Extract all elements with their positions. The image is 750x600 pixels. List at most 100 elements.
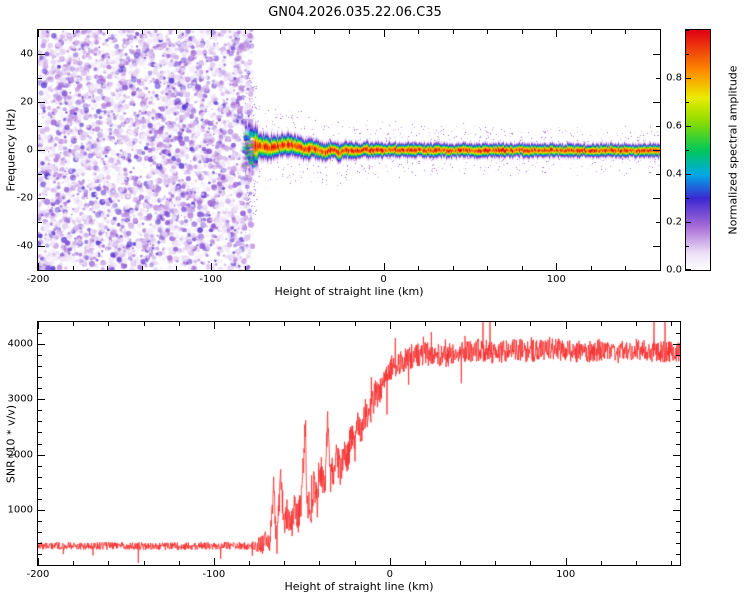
x-tick-label: 0 (380, 274, 387, 285)
colorbar-tick-label: 0.4 (666, 168, 682, 180)
y-tick (653, 54, 660, 55)
y-minor-tick (38, 542, 42, 544)
x-minor-tick (349, 30, 350, 34)
y-minor-tick (676, 498, 680, 500)
y-minor-tick (676, 333, 680, 335)
x-minor-tick (600, 322, 602, 326)
x-minor-tick (73, 322, 75, 326)
x-tick-label: -100 (199, 274, 223, 285)
y-minor-tick (38, 553, 42, 555)
y-tick (673, 454, 680, 456)
colorbar-tick (686, 78, 691, 79)
x-minor-tick (590, 266, 592, 270)
y-tick-label: -20 (16, 192, 33, 204)
y-minor-tick (656, 222, 660, 223)
y-tick (653, 102, 660, 103)
x-tick (38, 558, 39, 565)
colorbar-tick-label: 0.0 (666, 264, 682, 276)
y-tick (653, 246, 660, 247)
x-minor-tick (625, 30, 627, 34)
x-minor-tick (108, 322, 110, 326)
x-minor-tick (354, 322, 356, 326)
y-minor-tick (676, 377, 680, 379)
x-minor-tick (141, 266, 143, 270)
y-minor-tick (676, 465, 680, 467)
y-tick-label: 0 (26, 144, 33, 156)
y-minor-tick (38, 388, 42, 390)
x-tick (210, 263, 212, 270)
x-minor-tick (72, 266, 74, 270)
y-minor-tick (38, 531, 42, 533)
x-minor-tick (530, 322, 532, 326)
x-minor-tick (452, 266, 454, 270)
x-minor-tick (452, 30, 454, 34)
x-tick (213, 322, 215, 329)
x-tick (38, 322, 39, 329)
x-minor-tick (521, 266, 523, 270)
y-minor-tick (676, 421, 680, 423)
y-minor-tick (38, 443, 42, 445)
x-tick-label: -200 (26, 569, 50, 580)
y-minor-tick (38, 487, 42, 489)
x-tick (565, 322, 567, 329)
x-tick (213, 558, 215, 565)
y-minor-tick (38, 465, 42, 467)
x-minor-tick (178, 322, 180, 326)
x-minor-tick (73, 561, 75, 565)
y-tick-label: -40 (16, 240, 33, 252)
x-minor-tick (349, 266, 350, 270)
y-minor-tick (38, 520, 42, 522)
y-tick-label: 20 (20, 96, 33, 108)
y-tick (38, 344, 45, 346)
y-tick (38, 54, 45, 55)
y-tick (38, 150, 45, 151)
y-tick-label: 1000 (7, 504, 33, 516)
x-minor-tick (279, 30, 281, 34)
x-tick (383, 263, 385, 270)
x-minor-tick (279, 266, 281, 270)
x-minor-tick (418, 30, 420, 34)
x-tick (383, 30, 385, 37)
x-minor-tick (141, 30, 143, 34)
x-tick-label: 100 (556, 569, 576, 580)
x-minor-tick (107, 266, 109, 270)
colorbar-label: Normalized spectral amplitude (726, 65, 740, 235)
top-plot-xlabel: Height of straight line (km) (274, 285, 424, 298)
y-minor-tick (676, 476, 680, 478)
y-minor-tick (38, 366, 42, 368)
y-minor-tick (38, 174, 42, 175)
colorbar-minor-tick (686, 30, 689, 31)
x-minor-tick (143, 322, 145, 326)
x-minor-tick (671, 561, 673, 565)
y-minor-tick (676, 520, 680, 522)
x-minor-tick (284, 561, 286, 565)
x-minor-tick (245, 266, 247, 270)
x-minor-tick (319, 322, 321, 326)
colorbar-tick (686, 222, 691, 223)
x-minor-tick (249, 322, 251, 326)
x-tick-label: 100 (546, 274, 566, 285)
x-minor-tick (460, 561, 462, 565)
y-minor-tick (38, 78, 42, 79)
x-minor-tick (424, 561, 426, 565)
y-minor-tick (38, 498, 42, 500)
x-minor-tick (176, 266, 178, 270)
y-minor-tick (676, 366, 680, 368)
x-tick (565, 558, 567, 565)
y-minor-tick (676, 531, 680, 533)
x-minor-tick (636, 561, 638, 565)
y-minor-tick (38, 222, 42, 223)
x-tick-label: 0 (386, 569, 393, 580)
x-tick-label: -200 (26, 274, 50, 285)
y-minor-tick (38, 421, 42, 423)
y-minor-tick (676, 553, 680, 555)
y-tick (38, 102, 45, 103)
figure-title: GN04.2026.035.22.06.C35 (268, 5, 442, 20)
colorbar-tick (686, 269, 691, 270)
colorbar-canvas (686, 30, 710, 270)
x-minor-tick (625, 266, 627, 270)
y-tick (38, 454, 45, 456)
y-tick (38, 198, 45, 199)
y-tick (673, 344, 680, 346)
